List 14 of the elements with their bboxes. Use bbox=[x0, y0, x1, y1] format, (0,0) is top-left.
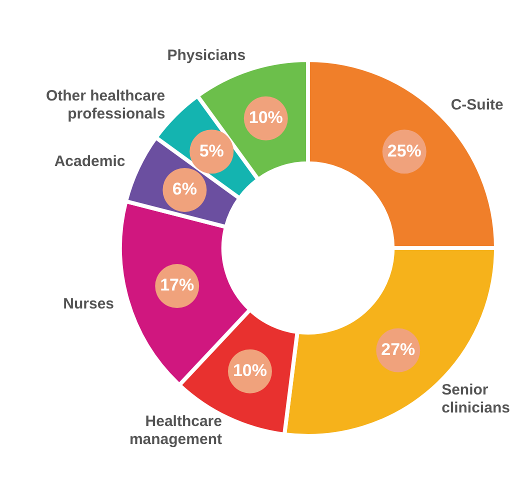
slice-label: Other healthcare professionals bbox=[46, 87, 166, 122]
data-label: 10% bbox=[248, 108, 283, 128]
data-label: 10% bbox=[232, 361, 267, 380]
slice-label: Healthcare management bbox=[129, 412, 222, 448]
data-label: 5% bbox=[199, 141, 224, 160]
slice-label: Academic bbox=[54, 153, 126, 170]
slice-label: C-Suite bbox=[450, 96, 504, 114]
data-label: 17% bbox=[160, 276, 194, 295]
data-label: 27% bbox=[381, 340, 416, 359]
data-label: 6% bbox=[172, 180, 197, 199]
slice-label: Physicians bbox=[167, 47, 246, 64]
slice-label: Senior clinicians bbox=[442, 382, 510, 417]
data-label: 25% bbox=[387, 141, 422, 160]
slice-label: Nurses bbox=[63, 295, 114, 312]
